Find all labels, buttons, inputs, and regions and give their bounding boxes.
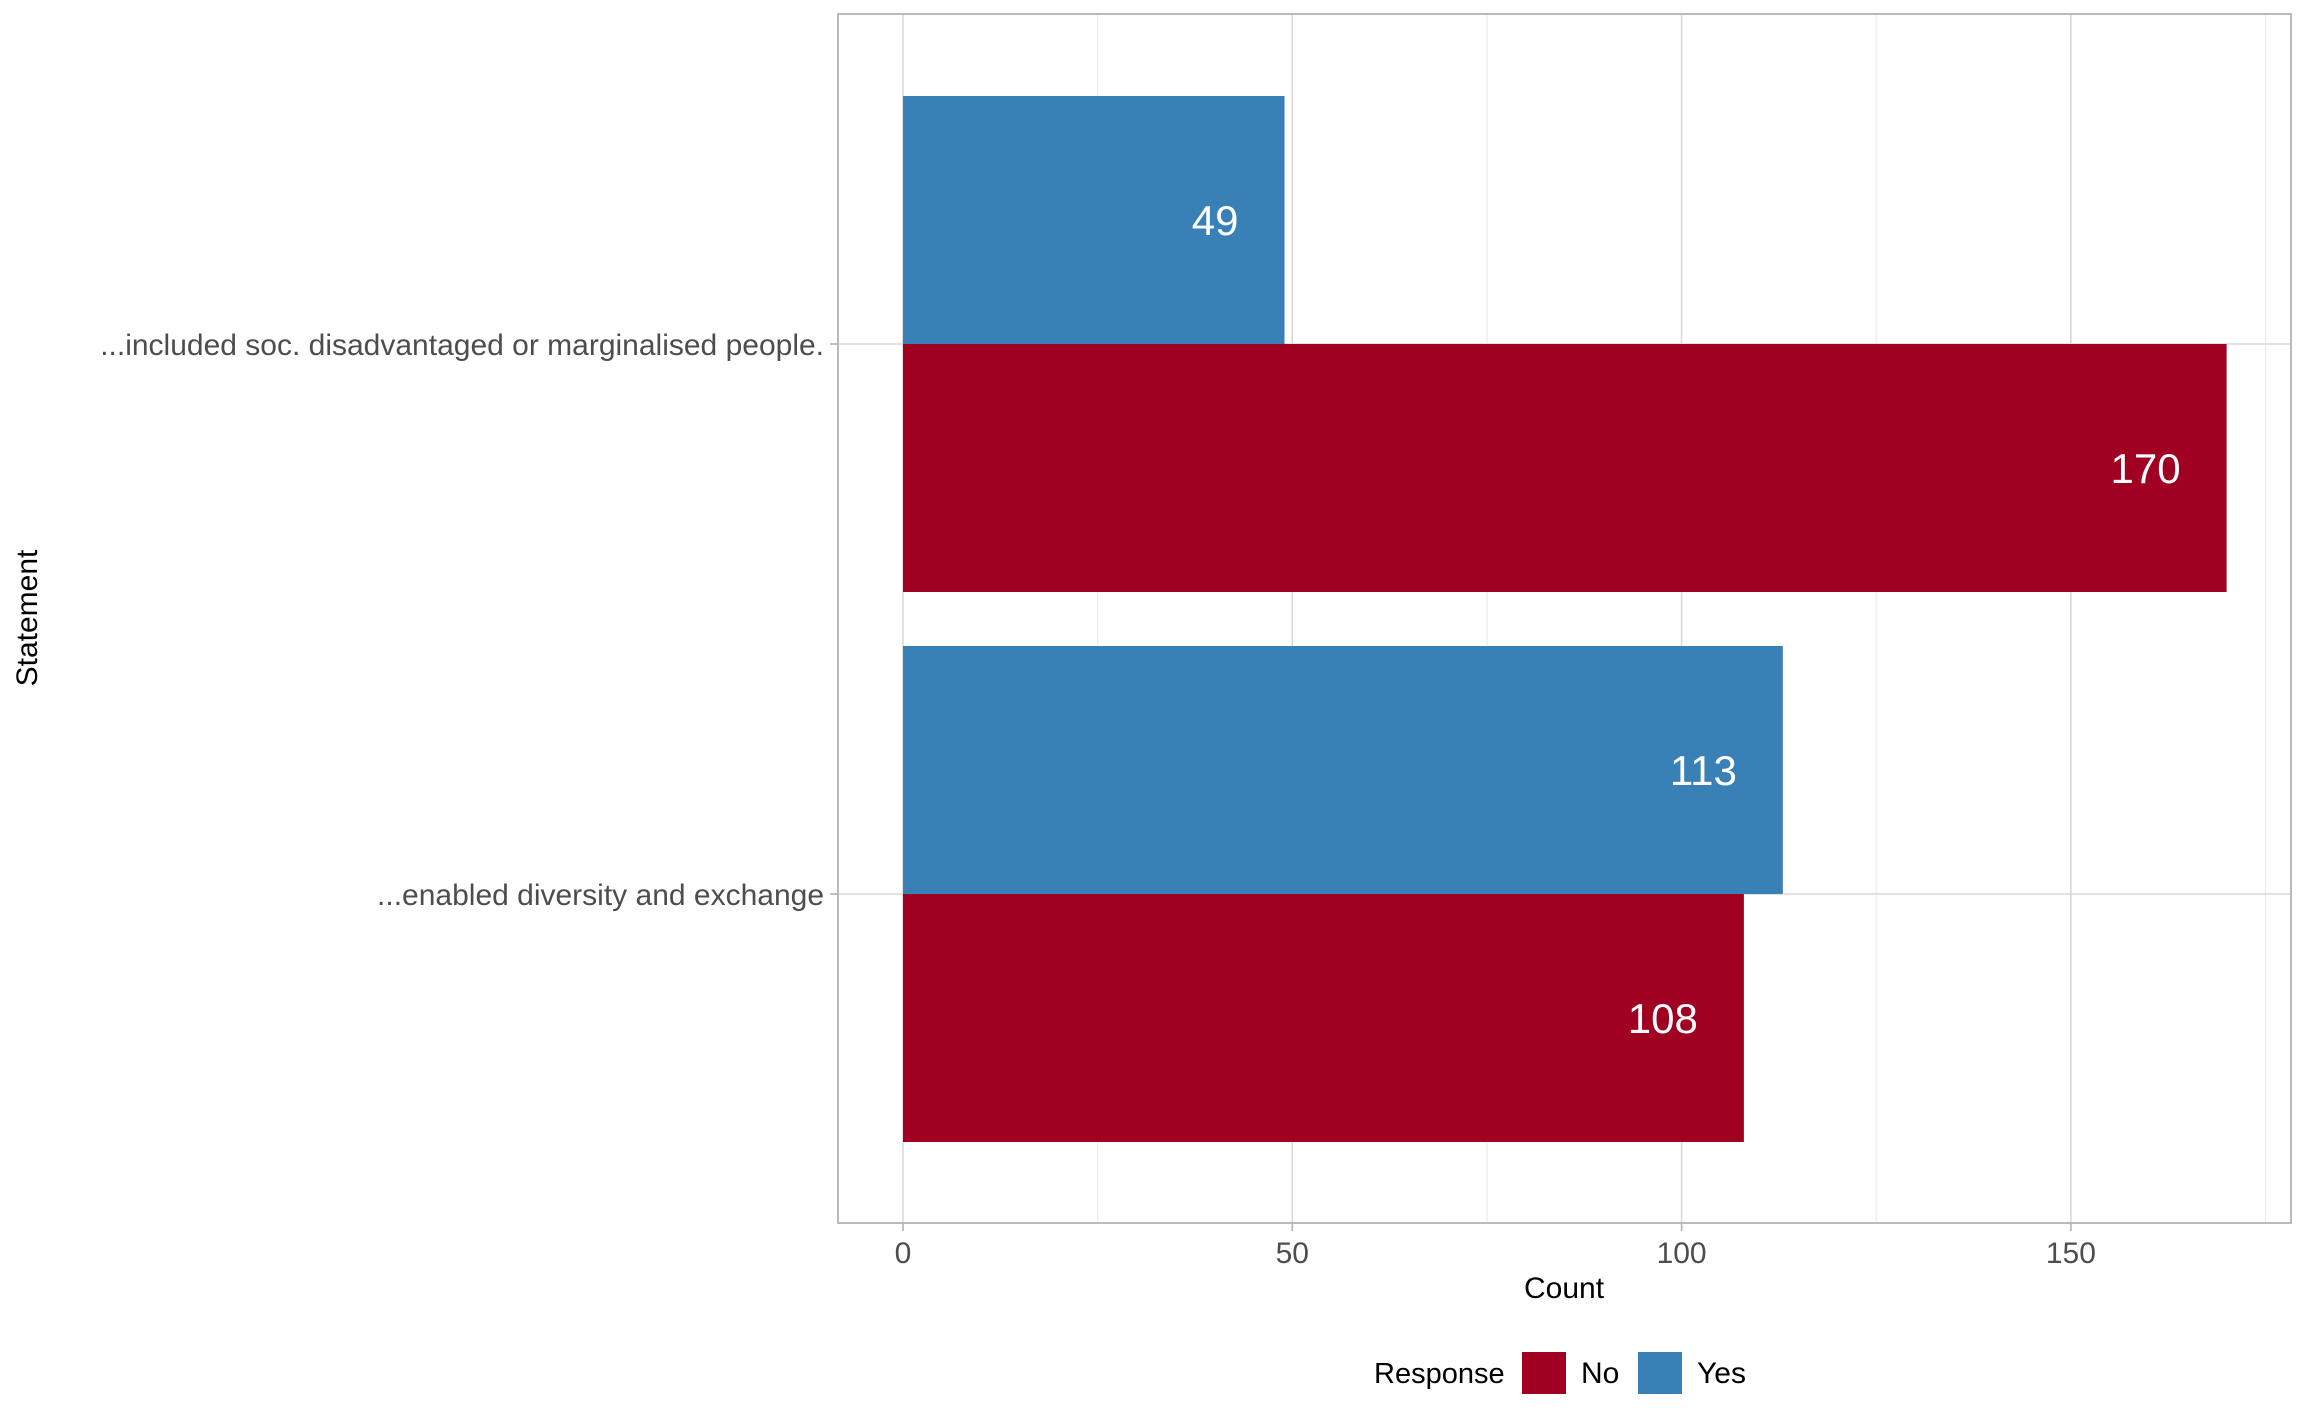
data-label-yes: 113 (1670, 747, 1737, 794)
y-axis-title: Statement (11, 549, 44, 686)
data-labels: 49 170 113 108 (1192, 197, 2181, 1042)
x-tick-label: 100 (1657, 1237, 1707, 1270)
data-label-yes: 49 (1192, 197, 1239, 244)
x-axis-title: Count (1524, 1272, 1605, 1305)
data-label-no: 108 (1628, 995, 1698, 1042)
bar-no (903, 894, 1744, 1142)
panel-border (837, 13, 2292, 1224)
bar-no (903, 344, 2227, 592)
y-tick-label: ...included soc. disadvantaged or margin… (100, 329, 824, 362)
data-label-no: 170 (2111, 445, 2181, 492)
legend-title: Response (1374, 1358, 1505, 1390)
x-tick-label: 50 (1276, 1237, 1309, 1270)
legend-label-no: No (1581, 1357, 1619, 1390)
bar-yes (903, 96, 1285, 344)
axes: ...included soc. disadvantaged or margin… (100, 329, 2096, 1270)
bars (903, 96, 2227, 1142)
legend-label-yes: Yes (1697, 1357, 1746, 1390)
bar-yes (903, 646, 1783, 894)
legend-swatch-yes (1638, 1352, 1682, 1394)
x-tick-label: 150 (2046, 1237, 2096, 1270)
legend: Response No Yes (1374, 1352, 1746, 1394)
x-tick-label: 0 (895, 1237, 912, 1270)
y-tick-label: ...enabled diversity and exchange (377, 879, 824, 912)
legend-swatch-no (1522, 1352, 1566, 1394)
